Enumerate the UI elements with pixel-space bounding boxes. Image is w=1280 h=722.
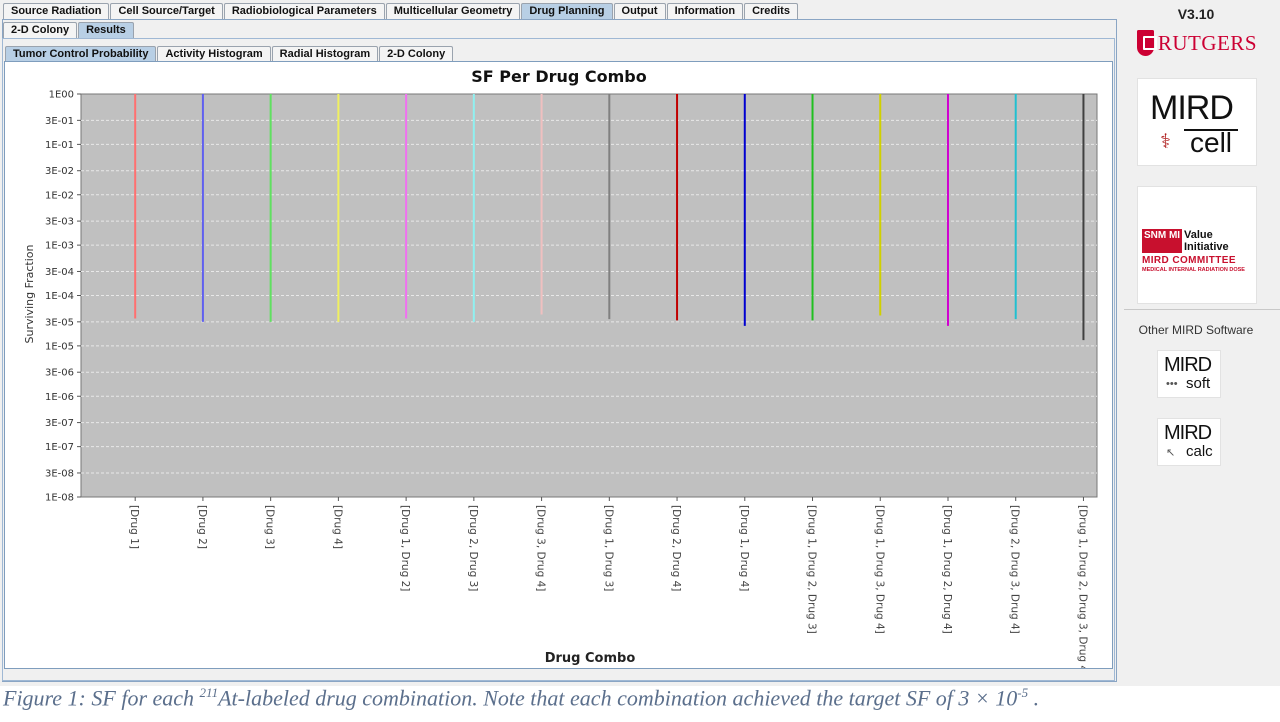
chart-title: SF Per Drug Combo [471,67,647,86]
caption-prefix: Figure 1: SF for each [3,685,200,711]
y-tick-label: 3E-07 [45,418,74,429]
x-tick-label: [Drug 1, Drug 2, Drug 4] [941,505,953,634]
x-tick-label: [Drug 1, Drug 2, Drug 3, Drug 4] [1076,505,1088,668]
tab-cell-source-target[interactable]: Cell Source/Target [110,3,223,19]
y-tick-label: 3E-01 [45,116,74,127]
dots-icon: ••• [1166,378,1178,390]
subtab-results[interactable]: Results [78,22,134,38]
x-tick-label: [Drug 1, Drug 3] [602,505,614,591]
mird-committee-text: MIRD COMMITTEE [1142,255,1236,266]
x-tick-label: [Drug 3] [264,505,276,549]
mirdsoft-logo-subtitle: soft [1186,375,1211,392]
mirdcell-logo-subtitle: cell [1190,127,1233,158]
y-tick-label: 1E00 [49,90,74,101]
x-tick-label: [Drug 2, Drug 3, Drug 4] [1009,505,1021,634]
result-tab-2-d-colony[interactable]: 2-D Colony [379,46,454,62]
mirdcell-logo-title: MIRD [1150,89,1234,127]
y-tick-label: 3E-03 [45,217,74,228]
y-tick-label: 1E-07 [45,442,74,453]
x-tick-label: [Drug 1] [128,505,140,549]
sf-chart: SF Per Drug Combo 1E00 3E-01 1E-01 3E-02 1E-… [23,67,1098,668]
mirdcalc-logo-title: MIRD [1164,422,1212,444]
dna-icon: ⚕ [1160,131,1171,153]
y-tick-label: 3E-04 [45,267,74,278]
mird-committee-subtext: MEDICAL INTERNAL RADIATION DOSE [1142,267,1245,273]
figure-caption: Figure 1: SF for each 211At-labeled drug… [3,685,1277,711]
y-tick-label: 1E-01 [45,140,74,151]
mirdsoft-logo-title: MIRD [1164,354,1212,376]
version-label: V3.10 [1177,6,1215,22]
mirdcell-logo-rule [1184,129,1238,131]
result-tab-activity-histogram[interactable]: Activity Histogram [157,46,271,62]
rutgers-shield-icon [1137,30,1157,56]
y-tick-label: 1E-03 [45,241,74,252]
result-tab-bar: Tumor Control Probability Activity Histog… [5,46,454,62]
mirdcalc-logo-subtitle: calc [1186,443,1213,460]
application-window: Source Radiation Cell Source/Target Radiob… [0,0,1280,686]
y-axis-label: Surviving Fraction [23,244,36,343]
caption-exponent: -5 [1017,685,1029,700]
subtab-2-d-colony[interactable]: 2-D Colony [3,22,78,38]
value-initiative-text: Value Initiative [1184,229,1229,253]
tab-information[interactable]: Information [666,3,744,19]
tab-credits[interactable]: Credits [744,3,798,19]
y-tick-label: 1E-04 [45,291,74,302]
x-tick-label: [Drug 1, Drug 2, Drug 3] [806,505,818,634]
y-tick-label: 1E-02 [45,190,74,201]
x-tick-label: [Drug 3, Drug 4] [535,505,547,591]
y-tick-label: 1E-05 [45,341,74,352]
y-tick-label: 3E-05 [45,317,74,328]
caption-suffix: . [1028,685,1040,711]
mirdcalc-link[interactable]: MIRD ↖ calc [1157,418,1221,466]
result-tab-tumor-control-probability[interactable]: Tumor Control Probability [5,46,157,62]
rutgers-wordmark: RUTGERS [1157,30,1257,55]
x-tick-label: [Drug 4] [331,505,343,549]
x-axis-label: Drug Combo [545,651,636,666]
result-tab-radial-histogram[interactable]: Radial Histogram [271,46,379,62]
y-tick-label: 3E-08 [45,468,74,479]
tab-drug-planning[interactable]: Drug Planning [521,3,613,19]
tab-output[interactable]: Output [613,3,666,19]
other-software-label: Other MIRD Software [1138,323,1254,337]
x-tick-label: [Drug 1, Drug 3, Drug 4] [873,505,885,634]
rutgers-logo: RUTGERS [1137,27,1257,59]
tab-source-radiation[interactable]: Source Radiation [3,3,110,19]
x-tick-label: [Drug 2, Drug 3] [467,505,479,591]
mird-committee-logo: SNM MI Value Initiative MIRD COMMITTEE M… [1137,186,1257,304]
tab-multicellular-geometry[interactable]: Multicellular Geometry [385,3,521,19]
snmmi-logo: SNM MI [1142,229,1182,253]
x-tick-label: [Drug 2] [196,505,208,549]
tab-radiobiological-parameters[interactable]: Radiobiological Parameters [223,3,385,19]
results-panel [2,38,1115,681]
cursor-icon: ↖ [1166,447,1176,459]
mirdsoft-link[interactable]: MIRD ••• soft [1157,350,1221,398]
x-tick-label: [Drug 1, Drug 2] [399,505,411,591]
x-tick-label: [Drug 2, Drug 4] [670,505,682,591]
mirdcell-logo: MIRD ⚕ cell [1137,78,1257,166]
y-tick-label: 3E-06 [45,368,74,379]
sidebar-divider [1124,309,1280,310]
chart-panel: SF Per Drug Combo 1E00 3E-01 1E-01 3E-02 1E-… [4,61,1113,669]
main-tab-bar: Source Radiation Cell Source/Target Radiob… [3,3,798,19]
y-tick-label: 1E-08 [45,493,74,504]
y-tick-label: 1E-06 [45,392,74,403]
caption-isotope-mass: 211 [199,685,219,700]
caption-middle: At-labeled drug combination. Note that e… [218,685,1018,711]
y-tick-label: 3E-02 [45,166,74,177]
x-tick-label: [Drug 1, Drug 4] [738,505,750,591]
sidebar: V3.10 RUTGERS MIRD ⚕ cell SNM MI Value I… [1124,0,1280,686]
sub-tab-bar: 2-D Colony Results [3,22,134,38]
